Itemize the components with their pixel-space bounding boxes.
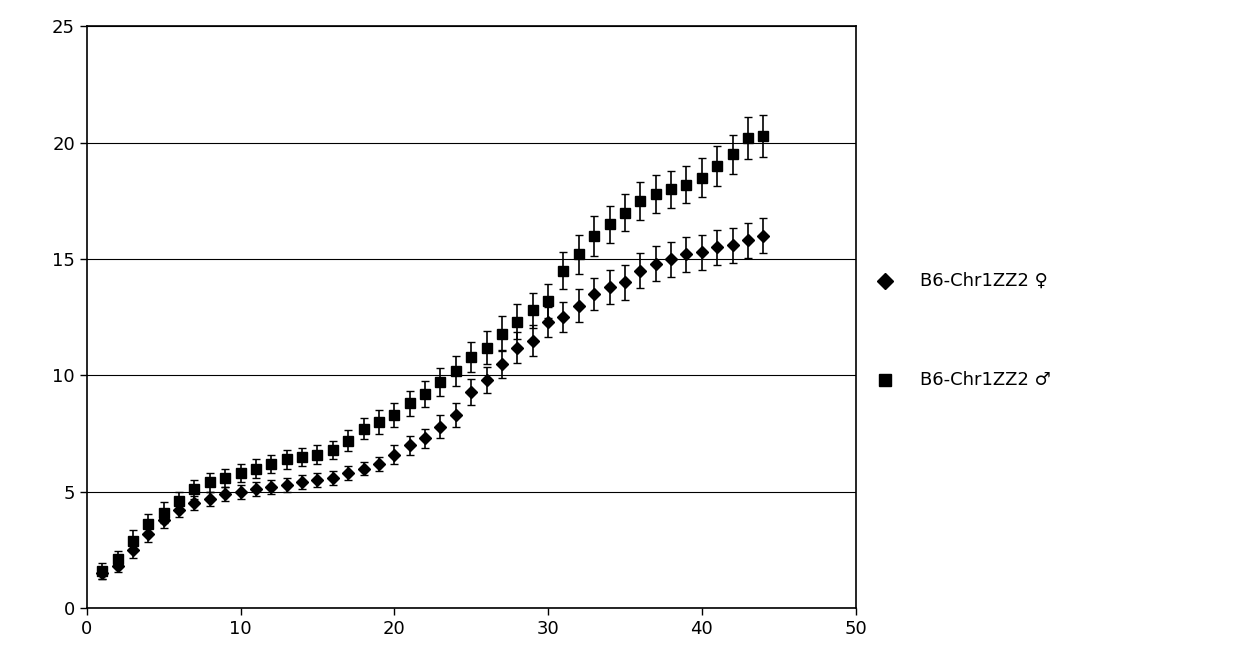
Text: B6-Chr1ZZ2 ♀: B6-Chr1ZZ2 ♀ (920, 272, 1048, 290)
Text: B6-Chr1ZZ2 ♂: B6-Chr1ZZ2 ♂ (920, 371, 1050, 389)
